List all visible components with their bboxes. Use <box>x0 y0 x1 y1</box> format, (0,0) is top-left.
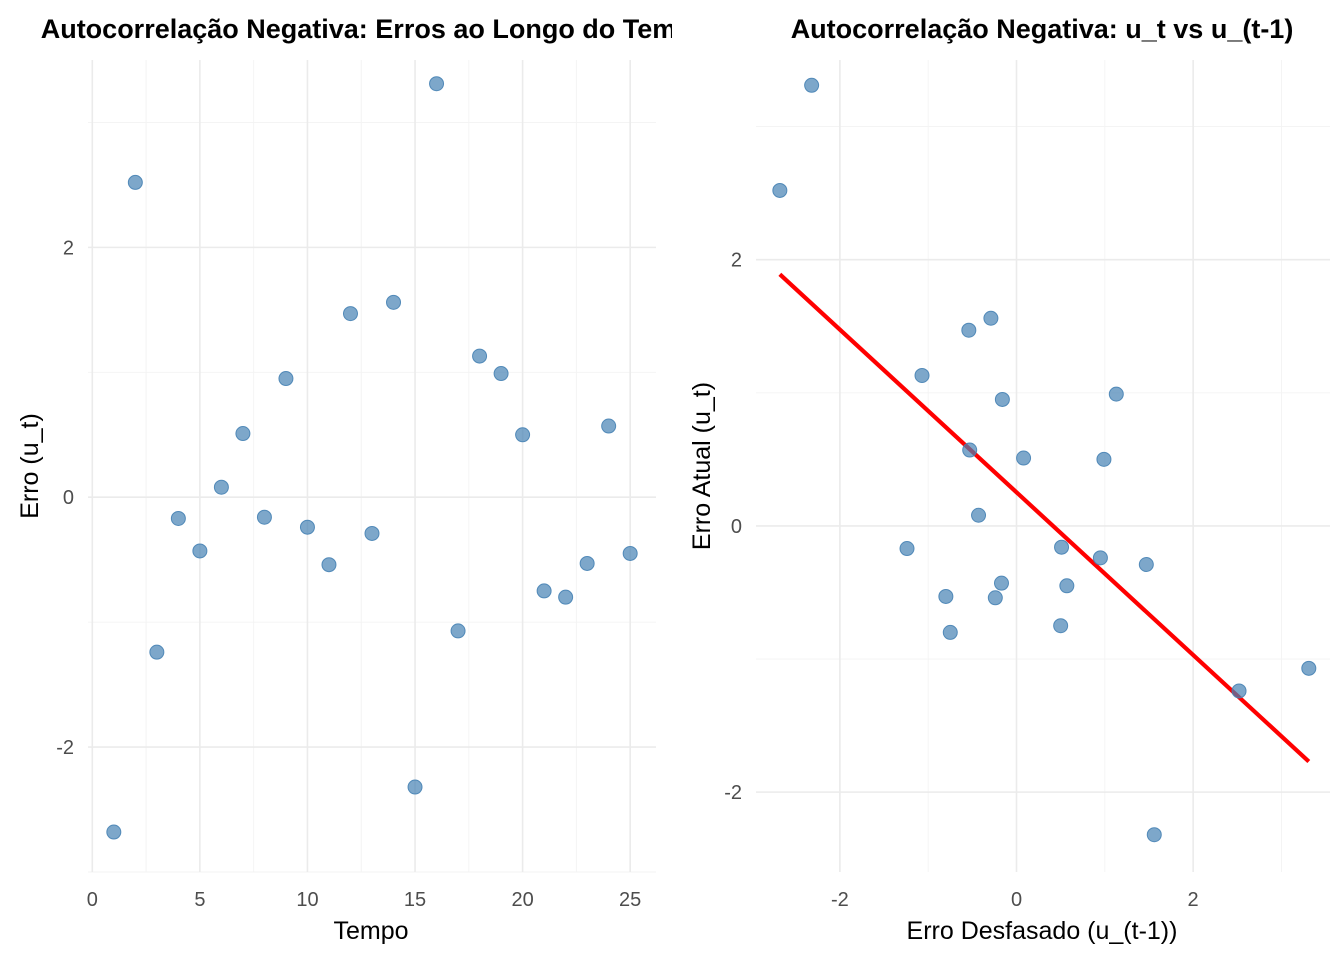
data-point <box>213 479 229 495</box>
data-point <box>472 348 488 364</box>
left-y-tick-labels: -2 0 2 <box>56 237 74 759</box>
data-point <box>106 824 122 840</box>
left-x-tick-labels: 0 5 10 15 20 25 <box>87 889 642 911</box>
data-point <box>299 519 315 535</box>
x-tick-label: 25 <box>619 889 641 911</box>
data-point <box>772 182 788 198</box>
data-point <box>386 294 402 310</box>
regression-line <box>778 272 1311 764</box>
x-tick-label: 0 <box>87 889 98 911</box>
x-tick-label: -2 <box>831 889 849 911</box>
data-point <box>515 427 531 443</box>
data-point <box>983 310 999 326</box>
data-point <box>804 77 820 93</box>
data-point <box>493 366 509 382</box>
data-point <box>971 507 987 523</box>
data-point <box>1016 450 1032 466</box>
data-point <box>601 418 617 434</box>
data-point <box>149 644 165 660</box>
data-point <box>364 525 380 541</box>
data-point <box>558 589 574 605</box>
data-point <box>127 174 143 190</box>
right-x-tick-labels: -2 0 2 <box>831 889 1199 911</box>
x-tick-label: 20 <box>511 889 533 911</box>
x-tick-label: 15 <box>404 889 426 911</box>
data-point <box>1108 386 1124 402</box>
data-point <box>899 541 915 557</box>
right-chart-title: Autocorrelação Negativa: u_t vs u_(t-1) <box>791 14 1294 44</box>
data-point <box>1096 451 1112 467</box>
data-point <box>987 590 1003 606</box>
x-tick-label: 0 <box>1011 889 1022 911</box>
data-point <box>256 509 272 525</box>
x-tick-label: 5 <box>194 889 205 911</box>
data-point <box>1146 827 1162 843</box>
data-point <box>1053 618 1069 634</box>
data-point <box>914 367 930 383</box>
data-point <box>407 779 423 795</box>
x-tick-label: 2 <box>1188 889 1199 911</box>
right-points <box>772 77 1317 843</box>
data-point <box>961 322 977 338</box>
y-tick-label: 2 <box>63 237 74 259</box>
y-tick-label: -2 <box>56 737 74 759</box>
data-point <box>235 426 251 442</box>
data-point <box>993 575 1009 591</box>
data-point <box>962 442 978 458</box>
x-tick-label: 10 <box>296 889 318 911</box>
left-x-axis-title: Tempo <box>333 917 408 945</box>
left-grid <box>88 60 656 873</box>
y-tick-label: -2 <box>724 782 742 804</box>
data-point <box>622 545 638 561</box>
right-fit-line-group <box>778 272 1311 764</box>
y-tick-label: 2 <box>731 250 742 272</box>
data-point <box>579 555 595 571</box>
data-point <box>1138 557 1154 573</box>
data-point <box>1054 539 1070 555</box>
data-point <box>1301 660 1317 676</box>
left-y-axis-title: Erro (u_t) <box>16 413 44 519</box>
y-tick-label: 0 <box>731 516 742 538</box>
data-point <box>170 510 186 526</box>
data-point <box>192 543 208 559</box>
left-panel: 0 5 10 15 20 25 -2 0 2 Autocorrelação Negativa:… <box>16 14 710 945</box>
left-chart-title: Autocorrelação Negativa: Erros ao Longo … <box>41 14 710 44</box>
data-point <box>1231 683 1247 699</box>
right-y-tick-labels: -2 0 2 <box>724 250 742 804</box>
data-point <box>278 371 294 387</box>
data-point <box>1092 550 1108 566</box>
right-y-axis-title: Erro Atual (u_t) <box>688 382 716 550</box>
data-point <box>994 391 1010 407</box>
data-point <box>429 76 445 92</box>
data-point <box>321 557 337 573</box>
data-point <box>942 624 958 640</box>
data-point <box>450 623 466 639</box>
y-tick-label: 0 <box>63 487 74 509</box>
data-point <box>342 306 358 322</box>
left-points <box>106 76 638 840</box>
right-grid <box>756 60 1330 872</box>
right-x-axis-title: Erro Desfasado (u_(t-1)) <box>907 917 1178 945</box>
data-point <box>1059 578 1075 594</box>
right-panel: -2 0 2 -2 0 2 Autocorrelação Negativa: u_t v… <box>688 14 1330 945</box>
data-point <box>536 583 552 599</box>
data-point <box>938 588 954 604</box>
